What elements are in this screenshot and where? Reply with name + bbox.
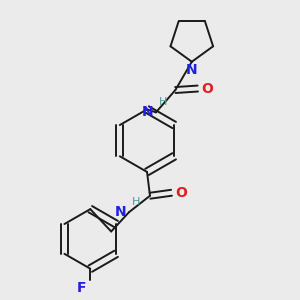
Text: N: N	[186, 63, 198, 77]
Text: H: H	[159, 97, 167, 107]
Text: O: O	[201, 82, 213, 95]
Text: F: F	[77, 281, 87, 296]
Text: H: H	[132, 197, 140, 207]
Text: N: N	[142, 105, 154, 119]
Text: O: O	[175, 186, 187, 200]
Text: N: N	[115, 205, 127, 219]
